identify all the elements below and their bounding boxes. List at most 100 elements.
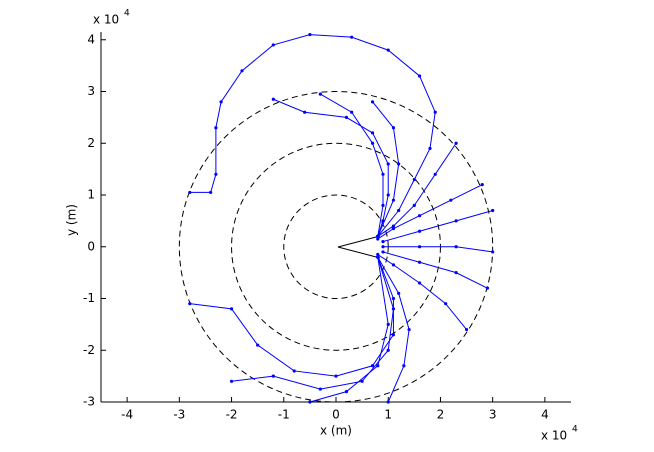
trajectory-point bbox=[417, 229, 422, 233]
y-tick-label: 1 bbox=[87, 188, 95, 202]
trajectory bbox=[320, 93, 384, 237]
trajectory-point bbox=[376, 252, 380, 257]
trajectory-point bbox=[491, 250, 495, 254]
trajectory-point bbox=[454, 245, 458, 249]
trajectory-point bbox=[433, 110, 437, 114]
y-tick-label: 2 bbox=[87, 136, 95, 150]
x-tick-label: -1 bbox=[278, 408, 290, 422]
trajectory-point bbox=[292, 369, 296, 373]
y-tick-label: -2 bbox=[83, 343, 95, 357]
trajectory-point bbox=[308, 400, 312, 404]
trajectory-point bbox=[318, 92, 322, 96]
trajectory bbox=[382, 251, 488, 289]
trajectory-point bbox=[318, 387, 322, 391]
trajectory-point bbox=[407, 327, 411, 332]
trajectory-point bbox=[376, 234, 380, 239]
trajectory-point bbox=[454, 271, 458, 275]
trajectory-point bbox=[391, 333, 396, 337]
trajectory-point bbox=[464, 327, 469, 332]
trajectory-point bbox=[256, 343, 260, 347]
trajectory-point bbox=[360, 379, 364, 383]
trajectory-point bbox=[214, 126, 218, 130]
trajectory-point bbox=[412, 203, 416, 207]
trajectory-point bbox=[485, 286, 490, 290]
reference-circle bbox=[178, 91, 494, 403]
trajectory-point bbox=[376, 237, 380, 241]
trajectory-point bbox=[381, 203, 385, 207]
trajectory-point bbox=[454, 219, 458, 223]
trajectory-point bbox=[214, 172, 218, 176]
x-multiplier: x 10 bbox=[541, 429, 567, 443]
trajectory-point bbox=[412, 177, 416, 182]
trajectory-point bbox=[344, 115, 349, 119]
trajectory-point bbox=[491, 208, 495, 213]
trajectory-point bbox=[386, 193, 390, 197]
trajectory-point bbox=[428, 146, 432, 151]
trajectory-point bbox=[391, 263, 396, 267]
x-tick-label: 2 bbox=[437, 408, 445, 422]
trajectory-point bbox=[188, 190, 192, 195]
trajectory-point bbox=[376, 364, 380, 368]
x-tick-label: -3 bbox=[173, 408, 185, 422]
trajectory-point bbox=[386, 348, 390, 352]
x-tick-label: 4 bbox=[541, 408, 549, 422]
y-multiplier: x 10 bbox=[93, 13, 119, 27]
x-tick-label: 3 bbox=[489, 408, 497, 422]
y-tick-label: -1 bbox=[83, 291, 95, 305]
trajectory-point bbox=[386, 48, 390, 52]
trajectory-point bbox=[381, 172, 385, 176]
trajectory-point bbox=[417, 74, 422, 78]
trajectory-point bbox=[391, 126, 396, 130]
trajectory-point bbox=[386, 322, 390, 326]
trajectory-point bbox=[381, 245, 385, 249]
y-multiplier-exp: 4 bbox=[124, 9, 130, 19]
x-tick-label: -2 bbox=[226, 408, 238, 422]
y-axis-label: y (m) bbox=[65, 204, 79, 236]
wedge-edge bbox=[337, 235, 381, 248]
trajectory-point bbox=[397, 208, 401, 213]
wedge-edge bbox=[337, 246, 381, 259]
trajectory-point bbox=[391, 296, 396, 301]
trajectory-point bbox=[391, 307, 396, 311]
y-tick-label: 4 bbox=[87, 32, 95, 46]
trajectory-point bbox=[397, 291, 401, 295]
trajectory-point bbox=[391, 227, 396, 231]
trajectory-point bbox=[229, 379, 234, 383]
trajectory-point bbox=[271, 374, 275, 378]
x-tick-label: 1 bbox=[384, 408, 392, 422]
trajectory-point bbox=[386, 400, 390, 404]
trajectory-point bbox=[271, 97, 275, 101]
trajectory-point bbox=[370, 131, 375, 135]
x-tick-label: -4 bbox=[121, 408, 133, 422]
trajectory-point bbox=[417, 245, 422, 249]
trajectory-point bbox=[334, 374, 338, 378]
trajectory-point bbox=[240, 69, 244, 73]
trajectory-point bbox=[381, 239, 385, 244]
trajectory bbox=[382, 210, 493, 243]
x-axis-label: x (m) bbox=[320, 424, 352, 438]
trajectory-point bbox=[386, 162, 390, 166]
trajectory-point bbox=[209, 190, 213, 195]
trajectory-point bbox=[417, 214, 422, 218]
trajectory-point bbox=[370, 364, 375, 368]
trajectory-point bbox=[444, 302, 448, 306]
y-tick-label: -3 bbox=[83, 395, 95, 409]
y-tick-label: 3 bbox=[87, 84, 95, 98]
trajectory-point bbox=[303, 110, 307, 114]
trajectory-point bbox=[449, 198, 453, 202]
trajectory bbox=[189, 34, 436, 237]
trajectory-point bbox=[350, 110, 354, 114]
trajectory-point bbox=[271, 43, 275, 47]
x-tick-label: 0 bbox=[332, 408, 340, 422]
trajectory-point bbox=[370, 141, 375, 145]
trajectory-point bbox=[417, 281, 422, 285]
trajectory-point bbox=[391, 224, 396, 228]
trajectory bbox=[273, 98, 389, 237]
trajectory-point bbox=[433, 172, 437, 176]
trajectory-point bbox=[397, 162, 401, 166]
x-multiplier-exp: 4 bbox=[572, 425, 578, 435]
trajectory-point bbox=[391, 198, 396, 202]
trajectory bbox=[383, 246, 493, 253]
